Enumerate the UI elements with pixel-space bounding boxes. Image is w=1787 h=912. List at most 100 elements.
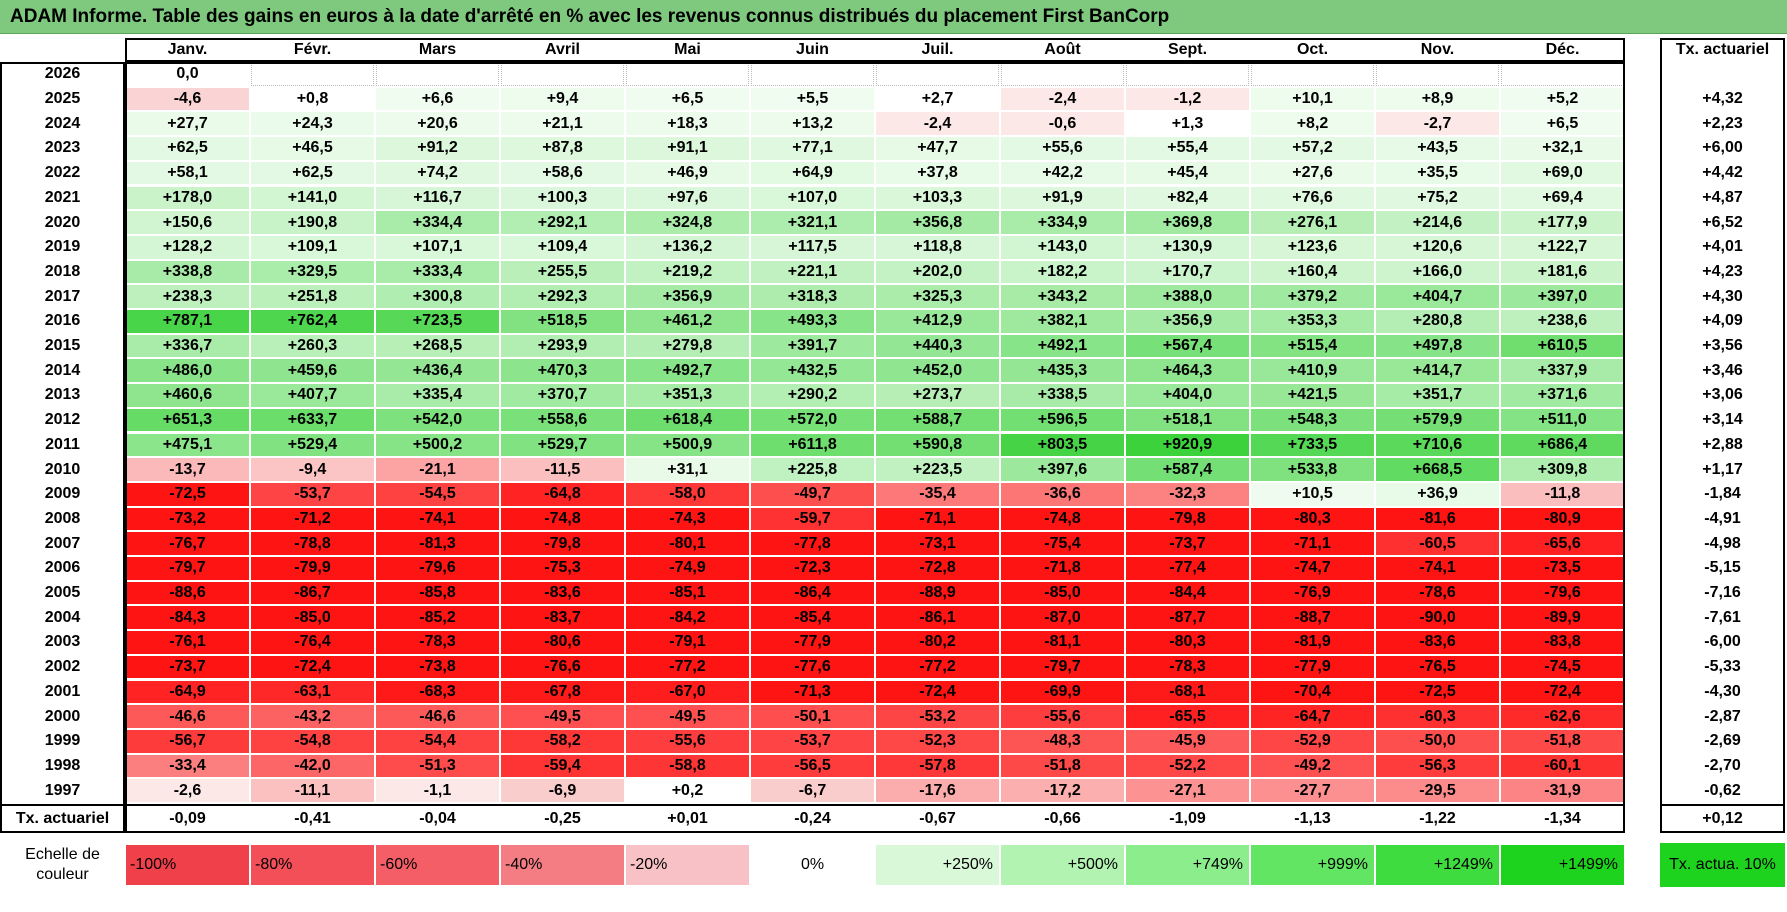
value-cell: +572,0	[751, 408, 874, 432]
value-cell: -46,6	[376, 705, 499, 728]
value-cell: -11,1	[251, 779, 374, 802]
value-cell: -59,4	[501, 754, 624, 778]
value-cell: +436,4	[376, 359, 499, 383]
value-cell: +337,9	[1501, 359, 1624, 383]
value-cell: +32,1	[1501, 137, 1624, 160]
value-cell: +21,1	[501, 112, 624, 136]
value-cell: -55,6	[1001, 705, 1124, 728]
value-cell: +329,5	[251, 260, 374, 284]
value-cell: +24,3	[251, 112, 374, 136]
value-cell: +8,2	[1251, 112, 1374, 136]
value-cell: -2,4	[1001, 87, 1124, 111]
value-cell: -49,7	[751, 482, 874, 506]
value-cell: -52,2	[1126, 754, 1249, 778]
value-cell: +351,3	[626, 384, 749, 407]
summary-cell: -0,04	[419, 810, 456, 827]
value-cell: -72,4	[251, 655, 374, 679]
value-cell: -80,2	[876, 631, 999, 654]
value-cell: -4,6	[126, 87, 249, 111]
value-cell	[1251, 63, 1374, 86]
value-cell: -53,2	[876, 705, 999, 728]
value-cell: +100,3	[501, 186, 624, 210]
value-cell: +97,6	[626, 186, 749, 210]
value-cell: +733,5	[1251, 433, 1374, 457]
value-cell: -64,9	[126, 680, 249, 704]
value-cell: -87,0	[1001, 606, 1124, 630]
value-cell: +74,2	[376, 161, 499, 185]
legend-title: Echelle de couleur	[25, 846, 100, 883]
value-cell: +91,1	[626, 137, 749, 160]
year-cell: 2004	[44, 608, 81, 626]
value-cell: +529,4	[251, 433, 374, 457]
value-cell: -80,3	[1251, 507, 1374, 531]
value-cell: +178,0	[126, 186, 249, 210]
value-cell: 0,0	[126, 63, 249, 86]
value-cell: -86,7	[251, 581, 374, 605]
legend-swatch: +999%	[1251, 845, 1374, 885]
rate-cell: -0,62	[1704, 781, 1741, 799]
value-cell: -51,8	[1501, 729, 1624, 753]
value-cell: -84,3	[126, 606, 249, 630]
rate-cell: -4,91	[1704, 509, 1741, 527]
value-cell: +20,6	[376, 112, 499, 136]
value-cell: +238,6	[1501, 310, 1624, 333]
summary-cell: -0,67	[919, 810, 956, 827]
value-cell	[876, 63, 999, 86]
year-cell: 2000	[44, 707, 81, 725]
summary-cell: -0,66	[1044, 810, 1081, 827]
value-cell: +260,3	[251, 334, 374, 358]
value-cell: -71,1	[876, 507, 999, 531]
year-cell: 2011	[45, 435, 80, 453]
legend-swatch: +749%	[1126, 845, 1249, 885]
value-cell: -49,5	[501, 705, 624, 728]
value-cell: -63,1	[251, 680, 374, 704]
value-cell: +223,5	[876, 458, 999, 481]
legend-rate-swatch: Tx. actua. 10%	[1660, 843, 1785, 887]
value-cell: +460,6	[126, 384, 249, 407]
value-cell: -81,3	[376, 532, 499, 555]
value-cell: -73,5	[1501, 557, 1624, 580]
value-cell: +762,4	[251, 310, 374, 333]
value-cell: +77,1	[751, 137, 874, 160]
month-header: Avril	[545, 41, 580, 58]
value-cell	[251, 63, 374, 86]
value-cell: +590,8	[876, 433, 999, 457]
year-cell: 2008	[44, 509, 81, 527]
value-cell: -74,1	[376, 507, 499, 531]
value-cell: -73,1	[876, 532, 999, 555]
value-cell: +160,4	[1251, 260, 1374, 284]
year-cell: 2016	[44, 312, 81, 330]
rate-cell: -6,00	[1704, 633, 1741, 651]
value-cell: -60,1	[1501, 754, 1624, 778]
value-cell: -85,4	[751, 606, 874, 630]
year-cell: 2024	[44, 114, 81, 132]
value-cell: -50,0	[1376, 729, 1499, 753]
legend-swatch: +500%	[1001, 845, 1124, 885]
summary-cell: -0,25	[544, 810, 581, 827]
value-cell: -9,4	[251, 458, 374, 481]
value-cell: +35,5	[1376, 161, 1499, 185]
value-cell: -74,8	[1001, 507, 1124, 531]
year-cell: 1997	[44, 781, 81, 799]
value-cell: -72,8	[876, 557, 999, 580]
rate-cell: +4,32	[1702, 90, 1743, 108]
year-cell: 2007	[44, 534, 81, 552]
value-cell: +371,6	[1501, 384, 1624, 407]
legend-swatch: +1499%	[1501, 845, 1624, 885]
value-cell: +18,3	[626, 112, 749, 136]
value-cell: -13,7	[126, 458, 249, 481]
value-cell: +118,8	[876, 235, 999, 259]
value-cell: +13,2	[751, 112, 874, 136]
value-cell: +293,9	[501, 334, 624, 358]
month-header: Févr.	[293, 41, 332, 58]
value-cell: -27,1	[1126, 779, 1249, 802]
value-cell: +336,7	[126, 334, 249, 358]
year-cell: 2013	[44, 386, 81, 404]
value-cell: -1,2	[1126, 87, 1249, 111]
legend-swatch: -80%	[251, 845, 374, 885]
value-cell: +276,1	[1251, 211, 1374, 234]
year-cell: 2005	[44, 584, 81, 602]
value-cell: +518,1	[1126, 408, 1249, 432]
rate-cell: +4,87	[1702, 188, 1743, 206]
value-cell: -76,4	[251, 631, 374, 654]
